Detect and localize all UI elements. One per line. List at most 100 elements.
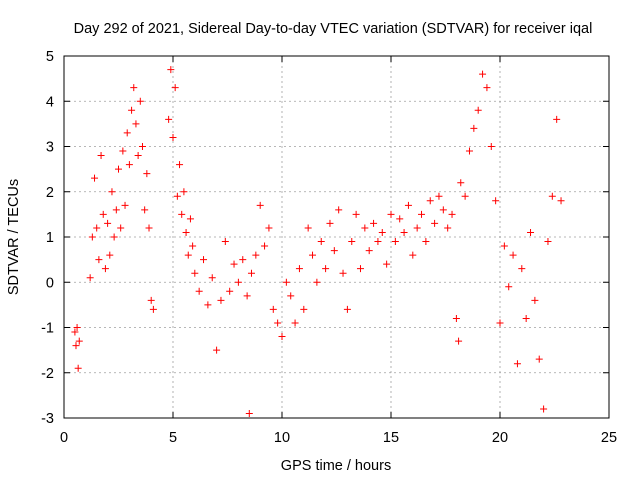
data-point <box>409 251 417 259</box>
data-point <box>186 215 194 223</box>
data-point <box>169 133 177 141</box>
data-point <box>108 188 116 196</box>
data-point <box>309 251 317 259</box>
chart-title: Day 292 of 2021, Sidereal Day-to-day VTE… <box>74 21 593 37</box>
data-point <box>125 161 133 169</box>
data-point <box>147 296 155 304</box>
x-tick-label: 10 <box>274 430 290 446</box>
data-point <box>444 224 452 232</box>
x-tick-label: 25 <box>601 430 617 446</box>
data-point <box>91 174 99 182</box>
data-point <box>112 206 120 214</box>
data-point <box>115 165 122 173</box>
data-point <box>470 124 478 132</box>
data-point <box>226 287 234 295</box>
data-point <box>335 206 343 214</box>
data-point <box>104 219 112 227</box>
data-point <box>522 314 530 322</box>
grid <box>64 56 609 418</box>
data-point <box>106 251 114 259</box>
data-point <box>465 147 473 155</box>
data-point <box>189 242 197 250</box>
x-tick-label: 0 <box>60 430 68 446</box>
data-point <box>119 147 127 155</box>
data-point <box>245 409 253 417</box>
y-tick-label: 5 <box>46 49 54 65</box>
y-tick-label: -3 <box>41 411 54 427</box>
data-point <box>123 129 131 137</box>
data-point <box>200 256 208 264</box>
data-point <box>217 296 225 304</box>
data-point <box>167 66 175 74</box>
data-point <box>339 269 347 277</box>
data-point <box>128 106 136 114</box>
data-point <box>322 265 330 273</box>
data-point <box>544 238 552 246</box>
data-point <box>261 242 269 250</box>
data-point <box>487 143 495 150</box>
data-point <box>182 228 190 236</box>
data-point <box>239 256 247 264</box>
data-point <box>93 224 101 232</box>
data-point <box>426 197 434 205</box>
data-point <box>527 228 535 236</box>
y-tick-label: 4 <box>46 94 54 110</box>
data-point <box>291 319 299 327</box>
data-point <box>461 192 469 200</box>
data-point <box>243 292 251 300</box>
data-point <box>300 305 308 313</box>
y-tick-label: 3 <box>46 140 54 156</box>
data-point <box>176 161 184 169</box>
data-point <box>265 224 273 232</box>
data-point <box>492 197 500 205</box>
x-tick-label: 5 <box>169 430 177 446</box>
data-point <box>457 179 465 187</box>
data-point <box>208 274 216 282</box>
data-point <box>404 201 412 209</box>
data-point <box>204 301 212 309</box>
data-point <box>365 247 373 255</box>
data-point <box>195 287 203 295</box>
data-point <box>101 265 109 273</box>
data-point <box>95 256 103 264</box>
data-point <box>548 192 556 200</box>
data-point <box>413 224 421 232</box>
data-point <box>274 319 282 327</box>
data-point <box>287 292 295 300</box>
data-point <box>221 238 229 246</box>
data-point <box>178 210 186 218</box>
y-tick-label: -2 <box>41 366 54 382</box>
data-point <box>130 84 138 92</box>
y-tick-label: -1 <box>41 321 54 337</box>
data-point <box>500 242 508 250</box>
y-tick-label: 0 <box>46 275 54 291</box>
data-point <box>269 305 277 313</box>
data-point <box>72 342 80 350</box>
data-point <box>278 333 286 341</box>
y-axis-label: SDTVAR / TECUs <box>6 179 22 295</box>
data-point <box>483 84 491 92</box>
data-point <box>400 228 408 236</box>
data-point <box>230 260 238 268</box>
y-tick-label: 2 <box>46 185 54 201</box>
data-point <box>145 224 153 232</box>
data-point <box>74 364 82 372</box>
data-point <box>343 305 351 313</box>
data-point <box>282 278 290 286</box>
data-point <box>509 251 517 259</box>
data-point <box>557 197 565 205</box>
data-point <box>452 314 460 322</box>
data-point <box>295 265 303 273</box>
data-point <box>165 115 173 123</box>
data-point <box>513 360 521 368</box>
data-point <box>252 251 260 259</box>
data-point <box>88 233 96 241</box>
data-point <box>418 210 426 218</box>
data-point <box>138 143 146 150</box>
data-point <box>383 260 391 268</box>
data-point <box>71 328 79 336</box>
data-point <box>317 238 325 246</box>
data-point <box>141 206 149 214</box>
